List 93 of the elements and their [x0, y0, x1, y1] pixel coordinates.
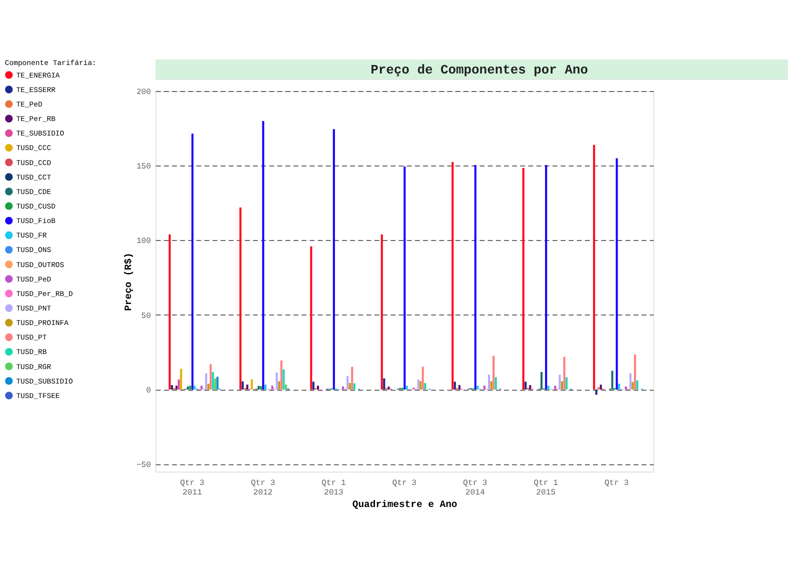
- bar: [474, 164, 476, 390]
- y-tick-label: −50: [136, 461, 152, 470]
- bar: [634, 354, 636, 390]
- bar: [205, 373, 208, 390]
- bar: [616, 158, 618, 390]
- x-tick-label: Qtr 3 2012: [250, 479, 276, 498]
- bar: [598, 387, 600, 390]
- x-tick-label: Qtr 3: [604, 479, 629, 488]
- bar: [458, 385, 460, 390]
- bar: [476, 386, 479, 390]
- bar: [353, 383, 356, 390]
- x-tick-label: Qtr 1 2015: [534, 479, 558, 498]
- bar: [545, 164, 548, 390]
- bar: [490, 381, 492, 390]
- bar: [454, 382, 456, 390]
- bar: [207, 384, 210, 390]
- bar: [404, 166, 406, 390]
- bar: [189, 386, 192, 390]
- bar: [332, 129, 335, 390]
- bar: [246, 384, 248, 390]
- x-tick-label: Qtr 3: [392, 479, 417, 488]
- bar: [547, 386, 550, 390]
- bar: [239, 208, 242, 390]
- x-tick-label: Qtr 3 2014: [463, 479, 488, 498]
- bar: [529, 385, 532, 390]
- bar: [452, 162, 454, 390]
- bar: [629, 373, 632, 390]
- chart-title: Preço de Componentes por Ano: [370, 62, 588, 78]
- bar: [210, 364, 212, 390]
- bar: [483, 386, 486, 390]
- bar: [618, 384, 620, 390]
- bar: [554, 386, 556, 390]
- x-tick-label: Qtr 3 2011: [180, 479, 204, 498]
- y-axis-title: Preço (R$): [122, 252, 134, 311]
- bar: [191, 134, 194, 390]
- y-tick-label: 50: [141, 312, 152, 321]
- bar: [383, 378, 386, 390]
- bar: [310, 246, 312, 390]
- bar: [170, 385, 173, 390]
- y-tick-label: 200: [136, 88, 152, 97]
- bar: [351, 366, 354, 390]
- bar: [566, 377, 568, 390]
- bar: [316, 386, 319, 390]
- bar: [624, 386, 627, 390]
- bar: [264, 384, 266, 390]
- x-tick-label: Qtr 1 2013: [322, 479, 346, 498]
- bar: [250, 379, 253, 390]
- y-tick-label: 0: [146, 386, 152, 396]
- bar: [636, 380, 638, 390]
- bar: [168, 234, 171, 390]
- bar: [200, 386, 203, 390]
- bar: [593, 144, 596, 390]
- bar: [522, 168, 524, 390]
- bar: [611, 370, 614, 390]
- bar: [563, 356, 566, 390]
- bar: [176, 386, 178, 390]
- bar: [380, 234, 383, 390]
- bar: [560, 381, 564, 390]
- bar: [216, 376, 219, 390]
- bar: [346, 376, 349, 390]
- bar: [276, 372, 278, 390]
- bar: [420, 381, 422, 390]
- bar: [600, 384, 602, 390]
- bar: [282, 369, 285, 390]
- bar: [558, 374, 561, 390]
- bar: [278, 381, 280, 390]
- bar: [194, 386, 196, 390]
- bar: [595, 390, 598, 395]
- bar: [271, 386, 274, 390]
- bar: [424, 383, 426, 390]
- bar: [406, 386, 408, 390]
- bar: [492, 356, 495, 390]
- bar: [632, 382, 634, 390]
- bar: [348, 383, 351, 390]
- bar: [262, 120, 264, 390]
- bar: [280, 360, 282, 390]
- bar: [417, 379, 420, 390]
- bar: [524, 382, 527, 390]
- x-axis-title: Quadrimestre e Ano: [352, 498, 458, 510]
- bar: [488, 374, 490, 390]
- bar: [540, 372, 543, 390]
- bar: [342, 386, 344, 390]
- y-tick-label: 150: [136, 162, 152, 172]
- bar: [180, 368, 182, 390]
- bar: [422, 366, 424, 390]
- bar: [242, 381, 244, 390]
- bar: [178, 379, 180, 390]
- bar: [494, 377, 497, 390]
- bar: [284, 384, 287, 390]
- y-tick-label: 100: [136, 237, 152, 246]
- bar: [312, 382, 314, 390]
- bar: [186, 386, 189, 390]
- bar: [212, 372, 214, 390]
